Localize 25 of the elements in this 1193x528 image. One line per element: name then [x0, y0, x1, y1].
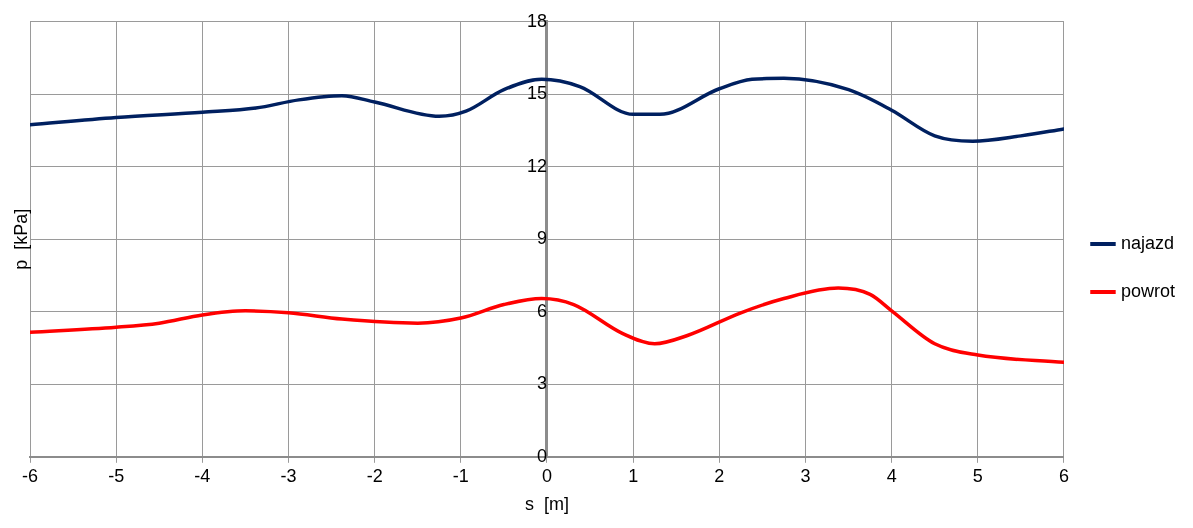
x-tick-label: -5: [108, 465, 125, 486]
x-tick-label: -2: [366, 465, 383, 486]
y-tick-label: 9: [536, 228, 547, 249]
y-tick-label: 6: [536, 300, 547, 321]
legend-label: najazd: [1120, 232, 1175, 253]
x-tick-label: 6: [1058, 465, 1069, 486]
y-tick-label: 18: [526, 10, 547, 31]
y-tick-label: 3: [536, 373, 547, 394]
x-tick-label: -4: [194, 465, 211, 486]
x-tick-label: -6: [21, 465, 39, 486]
y-tick-label: 12: [526, 155, 547, 176]
x-tick-label: -1: [452, 465, 469, 486]
y-tick-label: 0: [536, 445, 547, 466]
x-tick-label: 4: [886, 465, 897, 486]
y-tick-label: 15: [526, 83, 547, 104]
x-tick-label: 5: [972, 465, 983, 486]
y-axis-title: p [kPa]: [10, 208, 31, 270]
x-tick-label: -3: [280, 465, 297, 486]
x-axis-title: s [m]: [524, 494, 569, 515]
x-tick-label: 2: [714, 465, 725, 486]
x-tick-label: 3: [800, 465, 811, 486]
line-series: [30, 76, 1064, 143]
x-tick-label: 1: [628, 465, 639, 486]
line-series: [30, 286, 1064, 365]
legend-label: powrot: [1120, 280, 1175, 301]
